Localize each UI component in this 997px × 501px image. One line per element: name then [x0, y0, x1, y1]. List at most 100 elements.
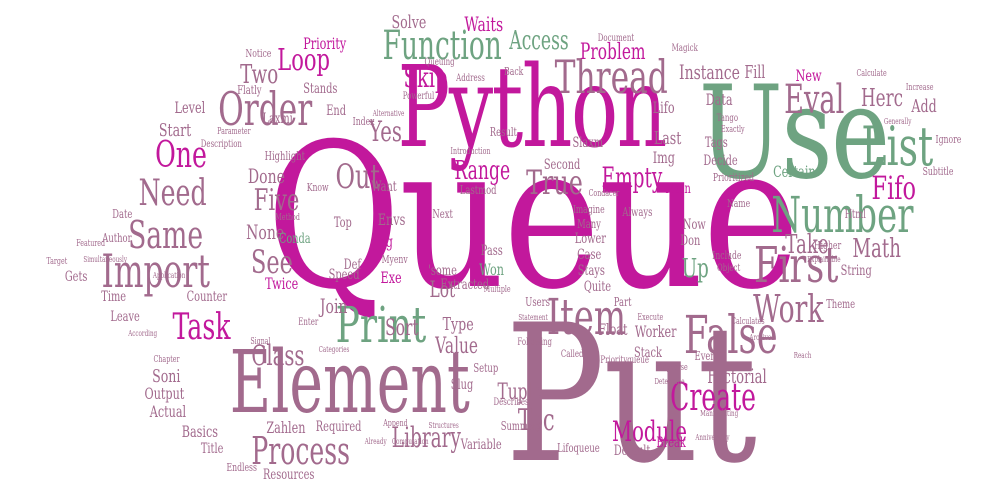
word-start: Start: [158, 120, 192, 141]
word-five: Five: [253, 183, 300, 218]
word-priorityqueue: Priorityqueue: [600, 355, 650, 366]
word-default: Default: [613, 443, 651, 459]
word-skip: Skip: [403, 61, 448, 94]
word-theme: Theme: [826, 297, 856, 311]
word-simultaneously: Simultaneously: [83, 255, 128, 264]
word-following: Following: [517, 337, 553, 348]
word-describes: Describes: [493, 397, 529, 408]
word-some: 'some: [428, 263, 457, 279]
word-method: Method: [275, 213, 300, 223]
word-address: Address: [456, 73, 485, 84]
word-signal: Signal: [250, 337, 271, 347]
word-already: Already: [364, 437, 387, 446]
word-date: Date: [112, 207, 133, 221]
word-exe: Exe: [380, 268, 402, 287]
word-toc: Toc: [517, 403, 555, 438]
word-done: Done: [247, 164, 285, 188]
word-highlight: Highlight: [264, 149, 305, 163]
word-object: Object: [716, 263, 741, 274]
word-envs: Envs: [377, 210, 406, 229]
word-users: Users: [525, 295, 550, 309]
word-result: Result: [489, 125, 517, 139]
word-many: Many: [577, 217, 601, 231]
word-always: Always: [622, 205, 653, 219]
word-higher: Higher: [813, 239, 842, 252]
word-waits: Waits: [464, 12, 504, 36]
word-use: Use: [698, 59, 890, 208]
word-fifo: Fifo: [871, 169, 917, 207]
word-same: Same: [128, 213, 204, 257]
word-pass: Pass: [480, 243, 503, 259]
word-none: None: [246, 220, 285, 244]
word-create: Create: [670, 375, 757, 419]
word-img: Img: [652, 148, 675, 167]
word-subtitle: Subtitle: [922, 165, 954, 178]
word-slug: Slug: [450, 377, 474, 393]
word-append: Append: [383, 419, 408, 429]
word-need: Need: [138, 173, 207, 214]
word-name: Name: [726, 197, 751, 210]
word-string: String: [840, 263, 872, 279]
word-see: See: [250, 243, 293, 281]
word-magick: Magick: [671, 43, 698, 54]
word-loop: Loop: [277, 43, 330, 78]
word-up: Up: [681, 254, 709, 284]
word-first: First: [754, 236, 839, 294]
word-problem: Problem: [580, 40, 646, 65]
word-stack: Stack: [633, 345, 662, 361]
word-target: Target: [46, 257, 68, 267]
word-ignore: Ignore: [935, 133, 962, 146]
word-alternative: Alternative: [372, 109, 405, 118]
word-want: Want: [371, 179, 397, 195]
word-main: Main: [665, 181, 691, 197]
word-next: Next: [432, 207, 453, 221]
word-second: Second: [543, 157, 581, 173]
word-computation: Computation: [391, 437, 429, 446]
word-number: Number: [771, 186, 914, 244]
word-put: Put: [505, 284, 757, 501]
word-extracted: Extracted: [440, 277, 490, 293]
word-index: Index: [352, 115, 375, 128]
word-lifoqueue: Lifoqueue: [557, 441, 600, 455]
word-herc: Herc: [861, 84, 904, 112]
word-list: List: [861, 115, 934, 178]
word-jpg: Jpg: [374, 232, 393, 251]
word-tango: Tango: [716, 113, 739, 124]
word-setup: Setup: [473, 361, 499, 375]
word-application: Application: [152, 271, 186, 280]
word-print: Print: [335, 296, 427, 354]
word-won: Won: [479, 260, 505, 279]
word-description: Description: [200, 139, 242, 150]
word-task: Task: [172, 307, 231, 348]
word-prioritized: Prioritized: [712, 171, 755, 184]
word-explainable: Explainable: [807, 255, 841, 264]
word-data: Data: [705, 90, 733, 109]
word-eval: Eval: [784, 77, 845, 123]
word-take: Take: [785, 230, 829, 260]
word-module: Module: [612, 415, 687, 448]
word-increase: Increase: [905, 83, 934, 93]
word-execute: Execute: [637, 313, 664, 323]
word-determine: Determine: [654, 377, 685, 386]
word-empty: Empty: [601, 161, 663, 194]
word-categories: Categories: [318, 345, 350, 354]
word-process: Process: [251, 429, 350, 473]
word-laxmi: Laxmi: [262, 111, 293, 127]
word-leave: Leave: [110, 309, 140, 325]
word-summary: Summary: [500, 419, 542, 433]
word-new: New: [795, 66, 822, 85]
word-work: Work: [753, 287, 824, 331]
word-factorial: Factorial: [707, 364, 767, 388]
word-even: Even: [694, 349, 716, 363]
word-tuple: Tuple: [497, 380, 542, 405]
word-instance: Instance: [679, 60, 740, 84]
word-slaxm: Slaxm: [572, 135, 604, 151]
word-featured: Featured: [76, 239, 106, 249]
word-quite: Quite: [583, 279, 612, 295]
word-add: Add: [911, 96, 937, 117]
word-back: Back: [504, 65, 524, 78]
word-calculate: Calculate: [856, 69, 887, 79]
word-exactly: Exactly: [721, 125, 745, 135]
word-speed: Speed: [328, 267, 360, 283]
word-according: According: [128, 329, 158, 338]
